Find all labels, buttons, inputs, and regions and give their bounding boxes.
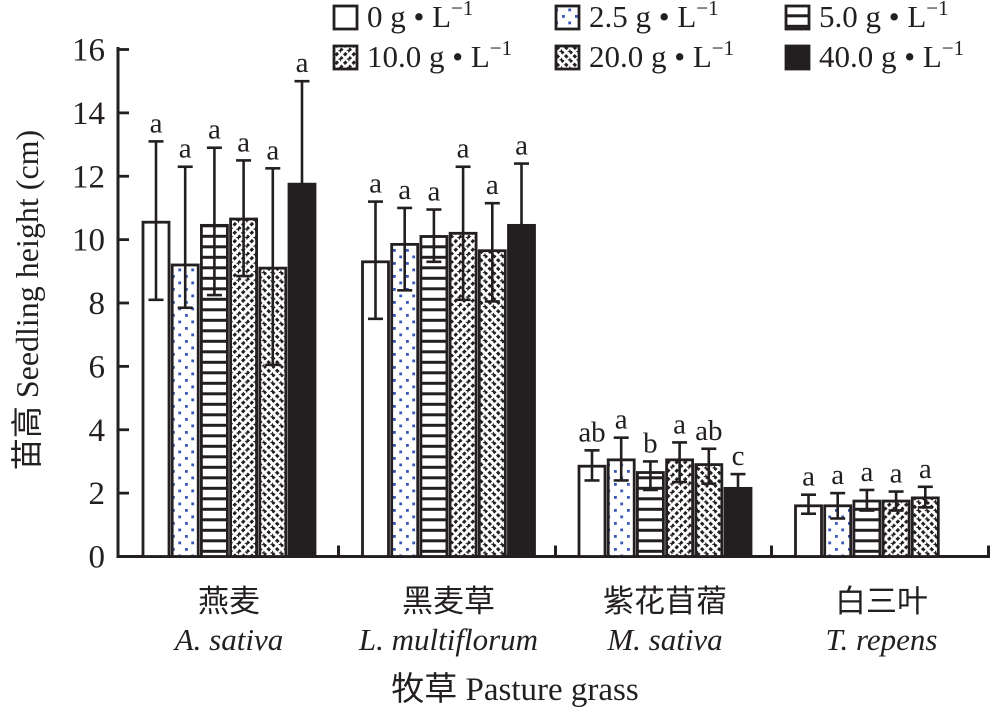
sig-letter: a xyxy=(179,133,192,165)
legend-swatch-diag-back xyxy=(554,44,581,71)
sig-letter: a xyxy=(427,176,440,208)
legend-swatch-diag-forward xyxy=(332,44,359,71)
legend-item-0: 0 g • L−1 xyxy=(332,0,473,34)
sig-letter: a xyxy=(369,168,382,200)
sig-letter: a xyxy=(831,459,844,491)
error-bar xyxy=(917,485,933,509)
error-bar xyxy=(294,79,310,292)
error-bar xyxy=(859,488,875,512)
sig-letter: ab xyxy=(695,415,722,447)
sig-letter: b xyxy=(643,427,658,459)
y-axis-title: 苗高 Seedling height (cm) xyxy=(9,130,45,470)
error-bar xyxy=(265,167,281,367)
sig-letter: a xyxy=(515,130,528,162)
legend-item-40.0: 40.0 g • L−1 xyxy=(784,36,964,74)
y-tick-label: 14 xyxy=(72,96,105,132)
error-bar xyxy=(455,165,471,302)
sig-letter: a xyxy=(266,134,279,166)
error-bar xyxy=(584,449,600,482)
y-tick-label: 6 xyxy=(89,349,106,385)
error-bar xyxy=(642,460,658,492)
sig-letter: a xyxy=(673,408,686,440)
error-bar xyxy=(484,201,500,303)
category-label-zh: 白三叶 xyxy=(835,584,928,619)
category-label-zh: 黑麦草 xyxy=(402,584,495,619)
legend-label: 0 g • L−1 xyxy=(367,0,473,34)
legend-item-20.0: 20.0 g • L−1 xyxy=(554,36,734,74)
bar-2.5-Lmultiflorum xyxy=(390,242,420,558)
legend-swatch-hlines xyxy=(784,4,811,31)
error-bar xyxy=(801,493,816,516)
error-bar xyxy=(148,140,164,302)
error-bar xyxy=(830,491,846,520)
sig-letter: a xyxy=(919,453,932,485)
sig-letter: a xyxy=(398,174,411,206)
category-label-zh: 燕麦 xyxy=(198,584,260,619)
legend-label: 10.0 g • L−1 xyxy=(367,36,512,74)
sig-letter: a xyxy=(890,458,903,490)
legend-label: 40.0 g • L−1 xyxy=(819,36,964,74)
y-tick-label: 2 xyxy=(89,476,106,512)
sig-letter: c xyxy=(732,440,745,472)
error-bar xyxy=(236,159,252,278)
sig-letter: a xyxy=(615,404,628,436)
legend-label: 2.5 g • L−1 xyxy=(589,0,719,34)
sig-letter: a xyxy=(208,114,221,146)
category-label-latin: A. sativa xyxy=(173,622,284,657)
error-bar xyxy=(514,162,529,286)
bar-5.0-Lmultiflorum xyxy=(419,235,449,558)
sig-letter: a xyxy=(860,456,873,488)
legend-swatch-solid xyxy=(784,44,811,71)
legend-item-10.0: 10.0 g • L−1 xyxy=(332,36,512,74)
error-bar xyxy=(701,447,717,485)
error-bar xyxy=(730,472,746,504)
legend-item-2.5: 2.5 g • L−1 xyxy=(554,0,719,34)
legend-swatch-dots xyxy=(554,4,581,31)
legend-label: 5.0 g • L−1 xyxy=(819,0,949,34)
y-tick-label: 4 xyxy=(89,413,106,449)
x-axis-title: 牧草 Pasture grass xyxy=(391,671,638,708)
y-tick-label: 8 xyxy=(89,286,106,322)
category-label-zh: 紫花苜蓿 xyxy=(603,584,727,619)
y-tick-label: 10 xyxy=(72,223,105,259)
error-bar xyxy=(397,206,413,292)
sig-letter: a xyxy=(150,107,163,139)
legend-label: 20.0 g • L−1 xyxy=(589,36,734,74)
legend-item-5.0: 5.0 g • L−1 xyxy=(784,0,949,34)
bar-2.5-Asativa xyxy=(170,263,200,558)
sig-letter: a xyxy=(486,169,499,201)
sig-letter: a xyxy=(457,133,470,165)
category-label-latin: M. sativa xyxy=(606,622,722,657)
sig-letter: ab xyxy=(578,416,605,448)
y-tick-label: 0 xyxy=(89,540,106,576)
error-bar xyxy=(426,208,442,264)
bar-20.0-Asativa xyxy=(258,266,288,558)
legend: 0 g • L−1 2.5 g • L−1 5.0 g • L−1 10.0 g • … xyxy=(332,0,964,74)
error-bar xyxy=(206,146,222,297)
error-bar xyxy=(613,436,629,482)
error-bar xyxy=(888,490,904,512)
error-bar xyxy=(177,165,193,310)
legend-swatch-plain xyxy=(332,4,359,31)
error-bar xyxy=(672,441,688,484)
sig-letter: a xyxy=(296,47,309,79)
y-tick-label: 16 xyxy=(72,33,105,69)
category-label-latin: T. repens xyxy=(826,622,938,657)
bar-40.0-Asativa xyxy=(287,182,317,558)
error-bar xyxy=(368,200,383,321)
sig-letter: a xyxy=(237,126,250,158)
category-label-latin: L. multiflorum xyxy=(358,622,538,657)
sig-letter: a xyxy=(802,461,815,493)
y-tick-label: 12 xyxy=(72,159,105,195)
